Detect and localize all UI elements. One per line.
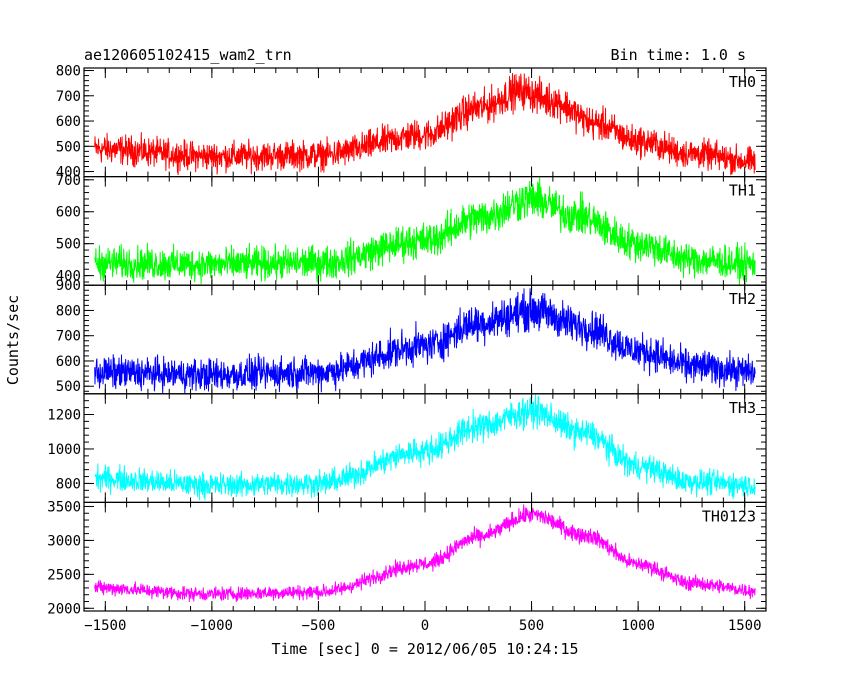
bin-time-label: Bin time: 1.0 s	[611, 46, 746, 64]
y-tick-label: 2000	[47, 601, 81, 617]
x-tick-label: 500	[519, 618, 544, 634]
x-tick-label: −500	[302, 618, 336, 634]
y-tick-label: 800	[56, 303, 81, 319]
y-tick-label: 600	[56, 354, 81, 370]
x-tick-label: −1000	[191, 618, 233, 634]
y-tick-label: 900	[56, 278, 81, 294]
panel-label-th0: TH0	[729, 73, 756, 91]
panel-label-th2: TH2	[729, 290, 756, 308]
x-axis-label: Time [sec] 0 = 2012/06/05 10:24:15	[271, 640, 578, 658]
panel-label-th1: TH1	[729, 182, 756, 200]
y-tick-label: 500	[56, 237, 81, 253]
y-tick-label: 500	[56, 139, 81, 155]
y-tick-label: 3500	[47, 499, 81, 515]
chart-title: ae120605102415_wam2_trn	[84, 46, 292, 64]
y-axis-label: Counts/sec	[4, 295, 22, 385]
y-tick-label: 700	[56, 89, 81, 105]
y-tick-label: 600	[56, 205, 81, 221]
series-line-th0	[94, 73, 756, 176]
y-tick-label: 700	[56, 329, 81, 345]
y-tick-label: 2500	[47, 567, 81, 583]
y-tick-label: 600	[56, 114, 81, 130]
y-tick-label: 700	[56, 173, 81, 189]
x-tick-label: 1500	[728, 618, 762, 634]
x-tick-label: 1000	[621, 618, 655, 634]
x-tick-label: −1500	[84, 618, 126, 634]
panel-label-th0123: TH0123	[702, 507, 756, 525]
y-tick-label: 400	[56, 269, 81, 285]
y-tick-label: 1200	[47, 407, 81, 423]
y-tick-label: 500	[56, 379, 81, 395]
series-line-th2	[94, 288, 756, 394]
series-line-th3	[94, 394, 756, 501]
panel-label-th3: TH3	[729, 399, 756, 417]
y-tick-label: 400	[56, 165, 81, 181]
panels-group: TH0 400 500 600 700 800 TH1 400 500 600 700 TH2 500 6…	[47, 64, 767, 634]
y-tick-label: 1000	[47, 442, 81, 458]
series-line-th1	[94, 177, 756, 285]
y-tick-label: 3000	[47, 533, 81, 549]
series-line-th0123	[94, 504, 756, 603]
x-tick-label: 0	[421, 618, 429, 634]
y-tick-label: 800	[56, 64, 81, 80]
y-tick-label: 800	[56, 476, 81, 492]
